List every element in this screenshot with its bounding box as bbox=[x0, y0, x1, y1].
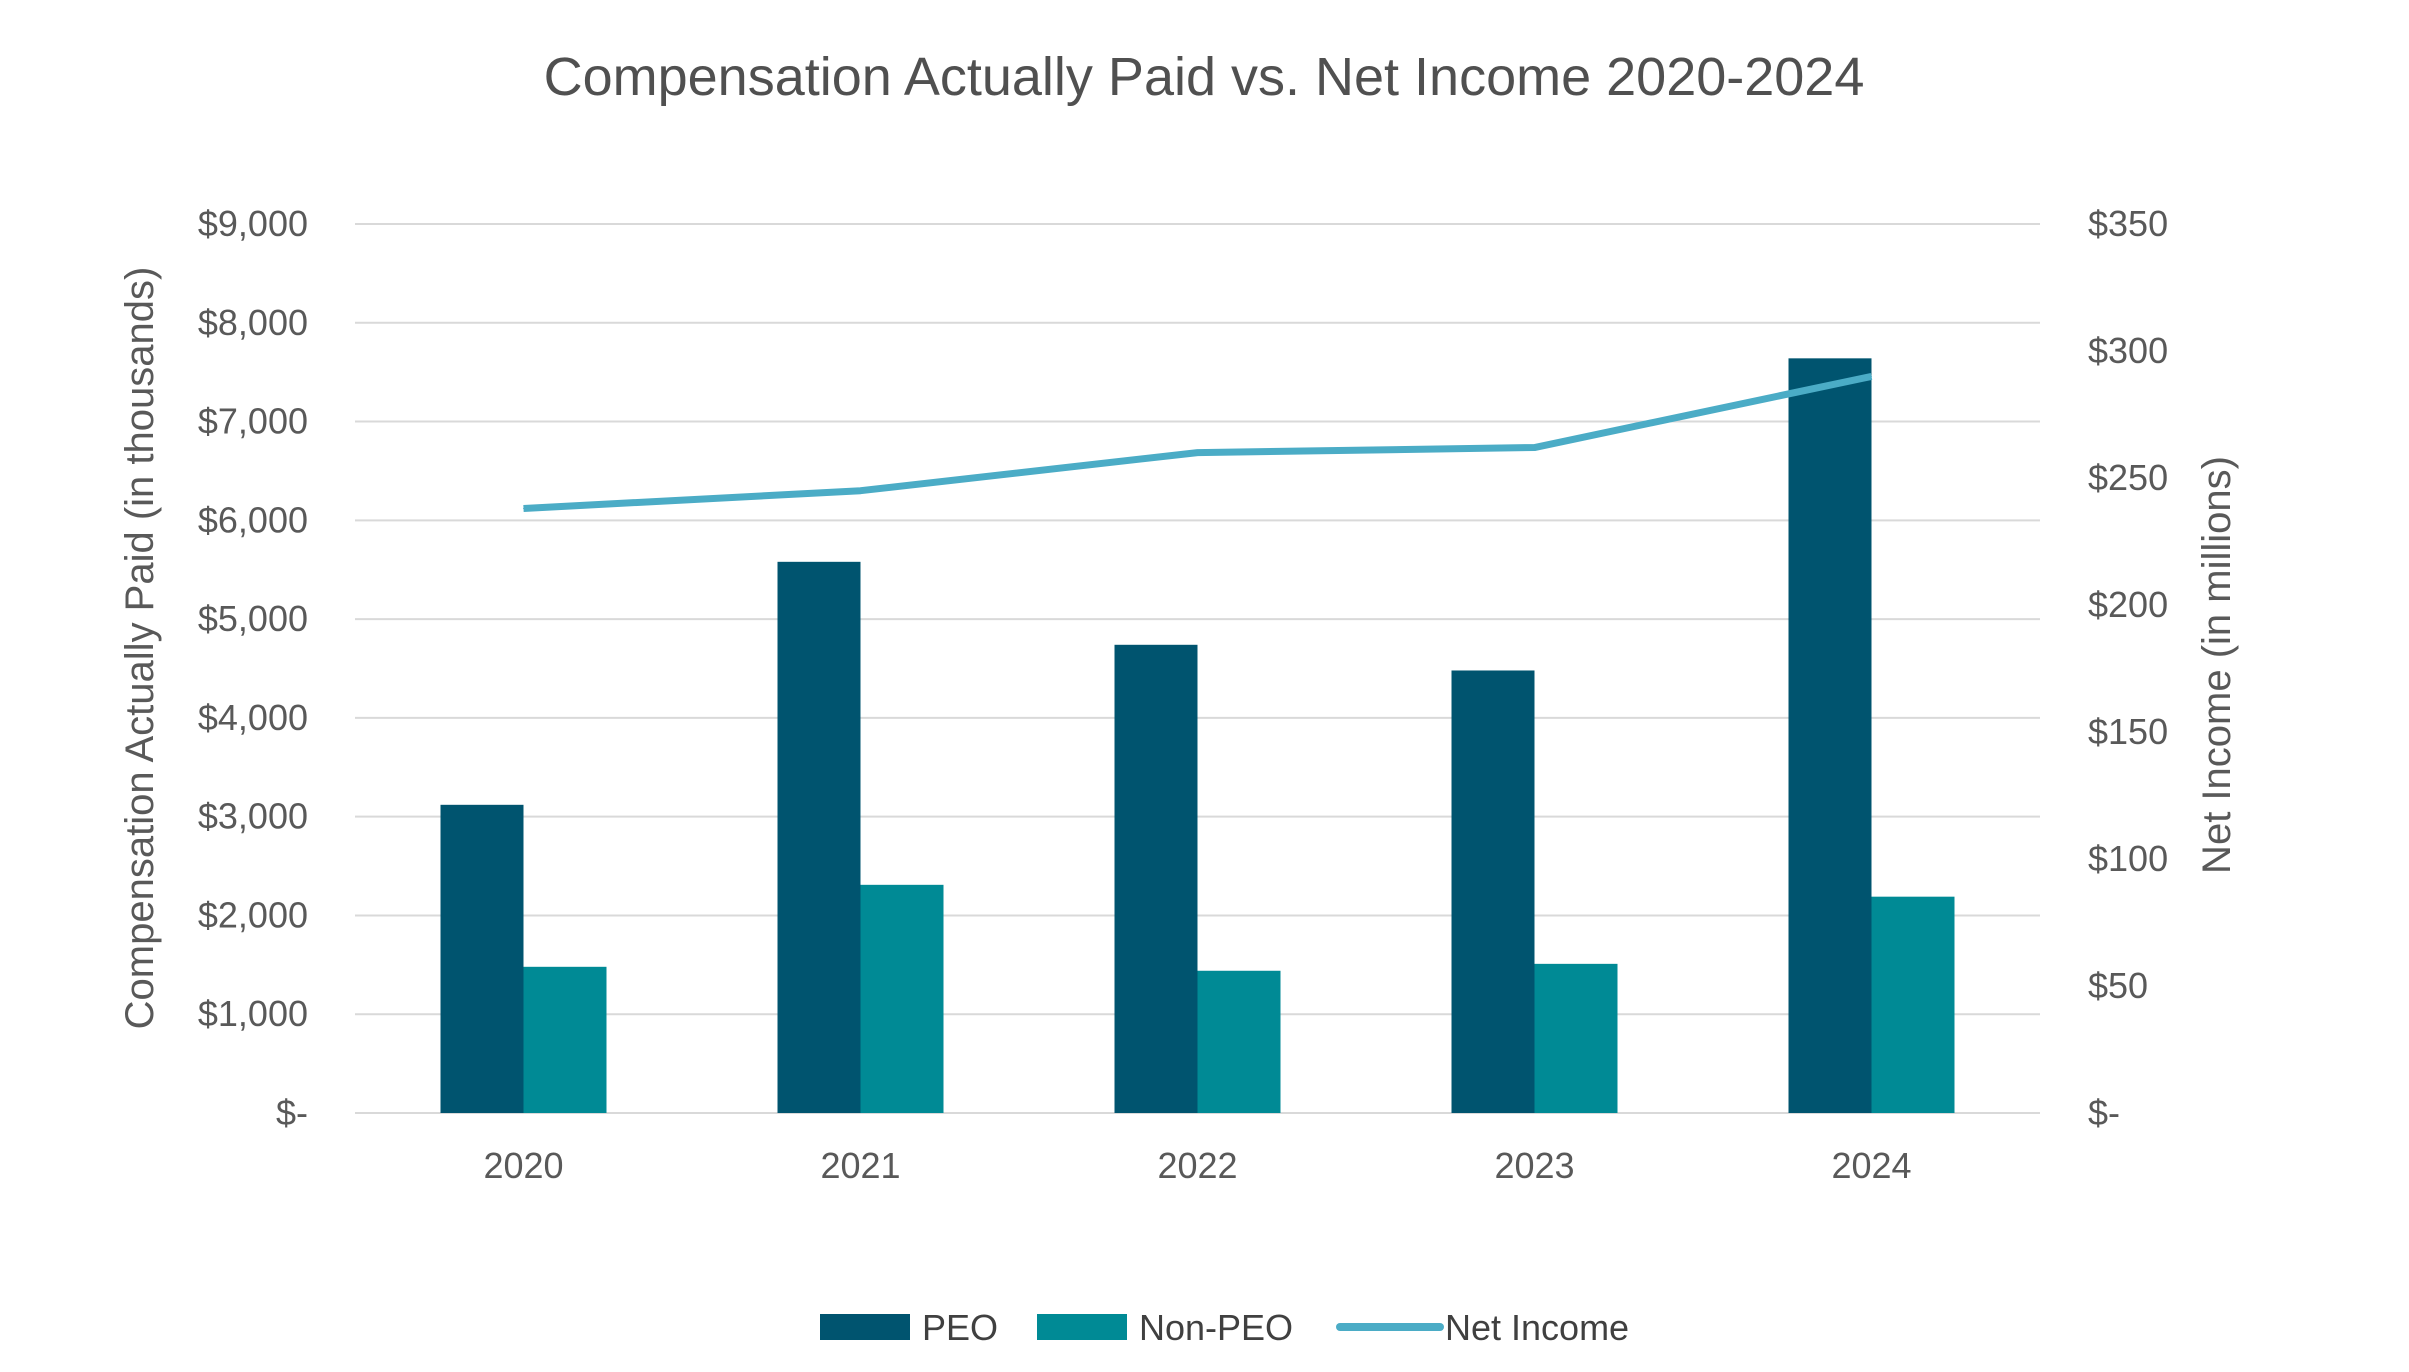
y-right-tick-label: $300 bbox=[2088, 330, 2168, 371]
y-right-tick-label: $- bbox=[2088, 1092, 2120, 1133]
bar-non-peo-2022 bbox=[1197, 970, 1281, 1113]
net-income-point-2022 bbox=[1197, 452, 1198, 454]
bar-peo-2024 bbox=[1788, 358, 1872, 1113]
net-income-line bbox=[523, 372, 1873, 512]
y-left-tick-label: $3,000 bbox=[198, 796, 308, 837]
y-left-tick-label: $7,000 bbox=[198, 401, 308, 442]
net-income-point-2021 bbox=[860, 490, 861, 492]
legend-swatch-peo bbox=[820, 1314, 910, 1340]
net-income-point-2020 bbox=[523, 507, 524, 509]
y-left-tick-label: $6,000 bbox=[198, 499, 308, 540]
x-tick-label: 2020 bbox=[483, 1145, 563, 1186]
legend-label: PEO bbox=[922, 1307, 998, 1348]
x-tick-label: 2024 bbox=[1831, 1145, 1911, 1186]
y-right-axis-title: Net Income (in millions) bbox=[2195, 456, 2239, 874]
bar-non-peo-2024 bbox=[1871, 896, 1955, 1113]
bar-peo-2020 bbox=[440, 804, 524, 1113]
y-right-axis: $- $50 $100 $150 $200 $250 $300 $350 bbox=[2088, 203, 2168, 1133]
legend-label: Net Income bbox=[1445, 1307, 1629, 1348]
legend-swatch-non-peo bbox=[1037, 1314, 1127, 1340]
y-left-tick-label: $8,000 bbox=[198, 302, 308, 343]
legend: PEO Non-PEO Net Income bbox=[820, 1307, 1629, 1348]
y-left-tick-label: $1,000 bbox=[198, 993, 308, 1034]
legend-label: Non-PEO bbox=[1139, 1307, 1293, 1348]
y-right-tick-label: $200 bbox=[2088, 584, 2168, 625]
bars bbox=[440, 358, 1955, 1113]
net-income-line-group bbox=[523, 372, 1873, 512]
x-tick-label: 2023 bbox=[1494, 1145, 1574, 1186]
y-left-axis: $- $1,000 $2,000 $3,000 $4,000 $5,000 $6,000 $7… bbox=[198, 203, 308, 1133]
y-right-tick-label: $350 bbox=[2088, 203, 2168, 244]
y-left-tick-label: $- bbox=[276, 1092, 308, 1133]
bar-non-peo-2021 bbox=[860, 884, 944, 1113]
y-left-tick-label: $9,000 bbox=[198, 203, 308, 244]
y-left-tick-label: $5,000 bbox=[198, 598, 308, 639]
y-right-tick-label: $150 bbox=[2088, 711, 2168, 752]
chart-title: Compensation Actually Paid vs. Net Incom… bbox=[544, 47, 1865, 107]
bar-peo-2023 bbox=[1451, 670, 1535, 1113]
bar-peo-2021 bbox=[777, 561, 861, 1113]
y-left-tick-label: $2,000 bbox=[198, 894, 308, 935]
bar-non-peo-2020 bbox=[523, 966, 607, 1113]
net-income-point-2023 bbox=[1534, 447, 1535, 449]
bar-peo-2022 bbox=[1114, 644, 1198, 1113]
net-income-point-2024 bbox=[1871, 375, 1872, 377]
y-left-axis-title: Compensation Actually Paid (in thousands… bbox=[118, 267, 162, 1030]
x-axis: 2020 2021 2022 2023 2024 bbox=[483, 1145, 1911, 1186]
x-tick-label: 2022 bbox=[1157, 1145, 1237, 1186]
y-right-tick-label: $50 bbox=[2088, 965, 2148, 1006]
bar-non-peo-2023 bbox=[1534, 963, 1618, 1113]
x-tick-label: 2021 bbox=[820, 1145, 900, 1186]
y-right-tick-label: $100 bbox=[2088, 838, 2168, 879]
y-right-tick-label: $250 bbox=[2088, 457, 2168, 498]
y-left-tick-label: $4,000 bbox=[198, 697, 308, 738]
